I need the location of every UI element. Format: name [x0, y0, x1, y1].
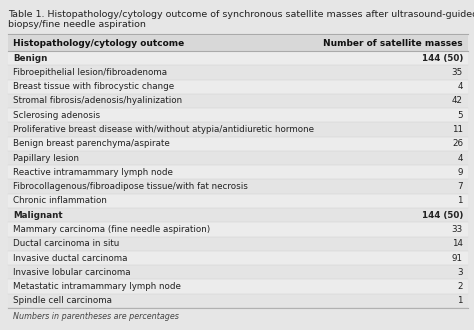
Bar: [8, 122, 468, 137]
Bar: [8, 51, 468, 65]
Text: 11: 11: [452, 125, 463, 134]
Text: 7: 7: [457, 182, 463, 191]
Text: Spindle cell carcinoma: Spindle cell carcinoma: [13, 296, 112, 305]
Text: 1: 1: [457, 196, 463, 205]
Text: 3: 3: [457, 268, 463, 277]
Bar: [8, 194, 468, 208]
Text: Invasive lobular carcinoma: Invasive lobular carcinoma: [13, 268, 131, 277]
Text: Malignant: Malignant: [13, 211, 63, 220]
Text: 4: 4: [457, 82, 463, 91]
Bar: [8, 108, 468, 122]
Text: 14: 14: [452, 239, 463, 248]
Text: 9: 9: [457, 168, 463, 177]
Text: 35: 35: [452, 68, 463, 77]
Text: Benign breast parenchyma/aspirate: Benign breast parenchyma/aspirate: [13, 139, 170, 148]
Text: Proliferative breast disease with/without atypia/antidiuretic hormone: Proliferative breast disease with/withou…: [13, 125, 314, 134]
Text: Numbers in parentheses are percentages: Numbers in parentheses are percentages: [13, 312, 179, 321]
Bar: [8, 80, 468, 94]
Text: 1: 1: [457, 296, 463, 305]
Bar: [8, 165, 468, 180]
Text: Fibroepithelial lesion/fibroadenoma: Fibroepithelial lesion/fibroadenoma: [13, 68, 167, 77]
Text: 144 (50): 144 (50): [422, 54, 463, 63]
Text: Histopathology/cytology outcome: Histopathology/cytology outcome: [13, 39, 184, 48]
Bar: [8, 222, 468, 237]
Text: Fibrocollagenous/fibroadipose tissue/with fat necrosis: Fibrocollagenous/fibroadipose tissue/wit…: [13, 182, 248, 191]
Text: 26: 26: [452, 139, 463, 148]
Text: Table 1. Histopathology/cytology outcome of synchronous satellite masses after u: Table 1. Histopathology/cytology outcome…: [8, 10, 474, 19]
Text: Sclerosing adenosis: Sclerosing adenosis: [13, 111, 100, 120]
Text: 2: 2: [457, 282, 463, 291]
Text: biopsy/fine needle aspiration: biopsy/fine needle aspiration: [8, 20, 146, 29]
Text: Invasive ductal carcinoma: Invasive ductal carcinoma: [13, 253, 128, 263]
Bar: [8, 237, 468, 251]
Bar: [8, 280, 468, 294]
Text: Stromal fibrosis/adenosis/hyalinization: Stromal fibrosis/adenosis/hyalinization: [13, 96, 182, 106]
Bar: [8, 180, 468, 194]
Text: 4: 4: [457, 153, 463, 163]
Text: Metastatic intramammary lymph node: Metastatic intramammary lymph node: [13, 282, 181, 291]
Bar: [8, 265, 468, 280]
Bar: [8, 65, 468, 80]
Text: Number of satellite masses: Number of satellite masses: [323, 39, 463, 48]
Text: Mammary carcinoma (fine needle aspiration): Mammary carcinoma (fine needle aspiratio…: [13, 225, 210, 234]
Text: 91: 91: [452, 253, 463, 263]
Bar: [8, 208, 468, 222]
Bar: [8, 251, 468, 265]
Text: Ductal carcinoma in situ: Ductal carcinoma in situ: [13, 239, 119, 248]
Bar: [8, 35, 468, 51]
Text: Chronic inflammation: Chronic inflammation: [13, 196, 107, 205]
Bar: [8, 94, 468, 108]
Text: Breast tissue with fibrocystic change: Breast tissue with fibrocystic change: [13, 82, 174, 91]
Text: 144 (50): 144 (50): [422, 211, 463, 220]
Text: Benign: Benign: [13, 54, 47, 63]
Bar: [8, 137, 468, 151]
Text: Papillary lesion: Papillary lesion: [13, 153, 79, 163]
Bar: [8, 151, 468, 165]
Bar: [8, 294, 468, 308]
Text: 5: 5: [457, 111, 463, 120]
Text: 33: 33: [452, 225, 463, 234]
Text: 42: 42: [452, 96, 463, 106]
Text: Reactive intramammary lymph node: Reactive intramammary lymph node: [13, 168, 173, 177]
